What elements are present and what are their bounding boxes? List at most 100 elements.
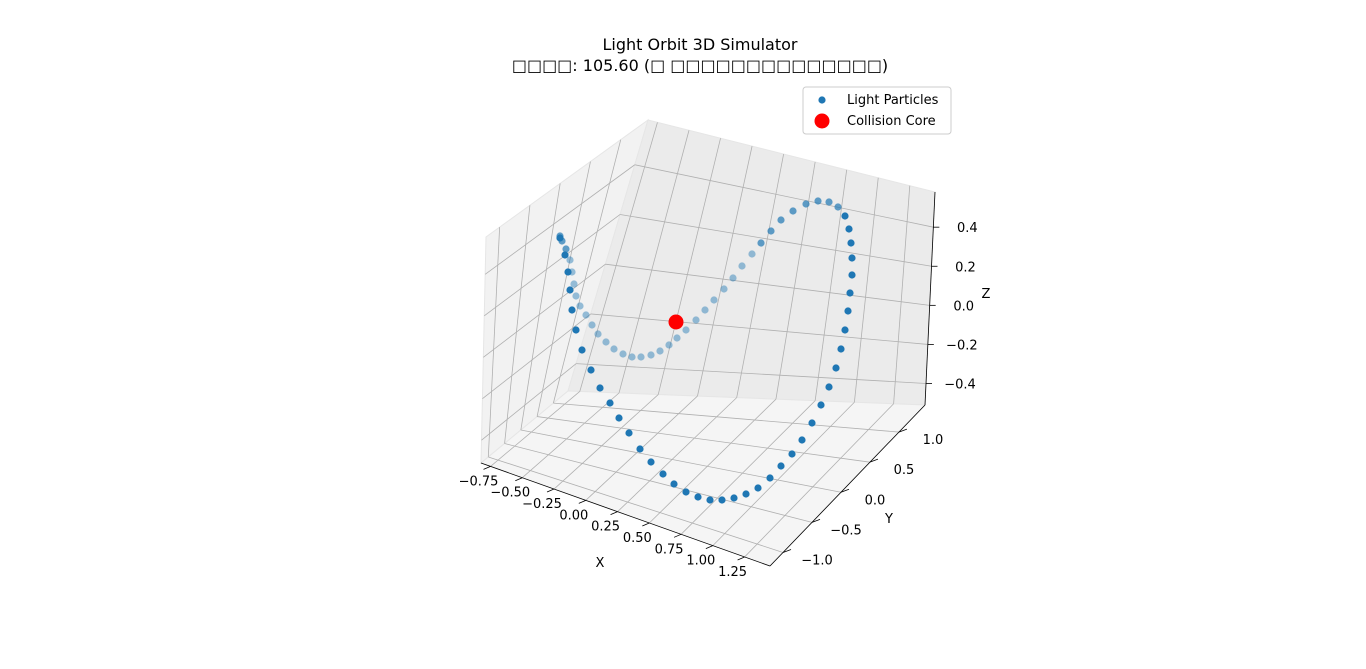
z-gridline	[482, 313, 591, 400]
pane-floor	[480, 390, 927, 567]
particle-point	[602, 338, 610, 346]
particle-point	[568, 306, 576, 314]
particle-point	[566, 256, 574, 264]
particle-point	[556, 232, 564, 240]
particle-point	[615, 414, 623, 422]
x-tick	[737, 556, 745, 561]
particle-point	[570, 280, 578, 288]
particle-point	[594, 330, 602, 338]
particle-point	[710, 296, 718, 304]
particle-point	[754, 484, 762, 492]
z-tick-label: 0.0	[953, 299, 974, 314]
y-tick-label: 0.5	[894, 463, 915, 478]
particle-point	[847, 239, 855, 247]
legend-marker-collision-core	[814, 113, 830, 129]
particle-point	[562, 245, 570, 253]
particle-point	[817, 401, 825, 409]
z-gridline	[634, 164, 934, 228]
particle-point	[564, 268, 572, 276]
x-tick	[610, 511, 618, 516]
particle-point	[748, 250, 756, 258]
particle-point	[789, 207, 797, 215]
particle-point	[694, 493, 702, 501]
y-axis-label: Y	[884, 512, 893, 527]
y-tick	[840, 488, 850, 493]
particle-point	[625, 429, 633, 437]
particle-point	[647, 458, 655, 466]
data-points	[556, 197, 856, 504]
particle-point	[682, 488, 690, 496]
particle-point	[766, 474, 774, 482]
particle-point	[738, 262, 746, 270]
particle-point	[588, 321, 596, 329]
x-tick-label: 0.00	[559, 508, 588, 523]
particle-point	[596, 384, 604, 392]
z-tick-label: −0.4	[944, 378, 976, 393]
x-tick-labels: −0.75−0.50−0.250.000.250.500.751.001.25	[459, 474, 747, 580]
z-axis-label: Z	[982, 287, 991, 302]
chart-title: Light Orbit 3D Simulator	[602, 35, 798, 54]
chart-subtitle: □□□□: 105.60 (□ □□□□□□□□□□□□□□)	[511, 56, 889, 75]
y-gridline	[488, 456, 784, 553]
legend-marker-light-particles	[818, 96, 826, 104]
particle-point	[798, 436, 806, 444]
particle-point	[837, 345, 845, 353]
x-tick-label: 0.25	[591, 520, 620, 535]
particle-point	[673, 334, 681, 342]
x-tick-label: 0.75	[655, 542, 684, 557]
particle-point	[576, 302, 584, 310]
y-tick	[869, 458, 879, 463]
y-tick-label: 1.0	[923, 433, 944, 448]
particle-point	[845, 225, 853, 233]
particle-point	[665, 341, 673, 349]
y-gridline	[537, 416, 871, 463]
particle-point	[692, 316, 700, 324]
particle-point	[610, 345, 618, 353]
x-tick-label: −0.50	[490, 486, 530, 501]
particle-point	[636, 445, 644, 453]
particle-point	[808, 419, 816, 427]
particle-point	[844, 307, 852, 315]
particle-point	[834, 203, 842, 211]
particle-point	[846, 289, 854, 297]
x-axis-line	[480, 462, 771, 567]
y-gridline	[520, 429, 842, 493]
particle-point	[730, 494, 738, 502]
particle-point	[777, 462, 785, 470]
particle-point	[825, 383, 833, 391]
particle-point	[701, 306, 709, 314]
y-gridline	[504, 443, 813, 523]
z-tick-label: −0.2	[946, 338, 978, 353]
particle-point	[841, 326, 849, 334]
z-gridline	[484, 214, 621, 317]
x-tick	[546, 488, 555, 493]
particle-point	[848, 254, 856, 262]
y-tick	[811, 518, 821, 523]
particle-point	[742, 490, 750, 498]
z-gridline	[605, 263, 930, 306]
y-tick-labels: −1.0 −0.50.0 0.5 1.0	[801, 433, 943, 568]
x-gridline	[657, 138, 721, 395]
particle-point	[628, 353, 636, 361]
particle-point	[814, 197, 822, 205]
z-gridline	[590, 313, 928, 345]
legend-label-collision-core: Collision Core	[847, 114, 936, 129]
x-gridline	[618, 130, 690, 394]
legend: Light Particles Collision Core	[802, 86, 952, 135]
z-gridline	[481, 363, 577, 441]
legend-frame	[802, 86, 952, 135]
particle-point	[841, 212, 849, 220]
particle-point	[718, 496, 726, 504]
collision-core-point	[668, 314, 684, 330]
axes-grid	[481, 122, 934, 558]
z-gridline	[620, 214, 932, 267]
particle-point	[587, 366, 595, 374]
x-axis-label: X	[596, 556, 605, 571]
particle-point	[606, 399, 614, 407]
particle-point	[832, 364, 840, 372]
y-gridline	[553, 402, 899, 433]
x-tick-label: 1.00	[686, 554, 715, 569]
particle-point	[568, 268, 576, 276]
x-tick-label: −0.25	[522, 497, 562, 512]
